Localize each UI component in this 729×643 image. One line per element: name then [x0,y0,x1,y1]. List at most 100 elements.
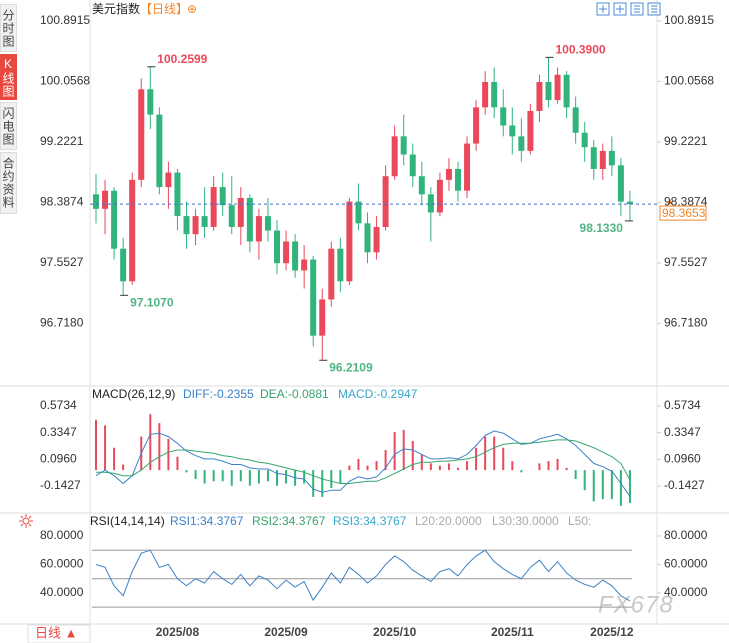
annotation-label: 100.3900 [556,43,606,57]
macd-bar [592,470,595,502]
y-tick-label: 60.0000 [40,557,84,571]
period-button[interactable] [27,624,91,643]
indicator-title: RSI(14,14,14) [90,514,165,528]
y-tick-label: -0.1427 [40,478,81,492]
candle-body [210,187,217,227]
candle-body [527,110,534,151]
candle-body [138,89,145,180]
candle-body [310,259,317,336]
candle-body [536,81,543,111]
macd-bar [574,470,577,480]
arrow-icon [667,200,673,204]
macd-bar [257,470,260,484]
macd-bar [475,447,478,471]
series-line [96,439,631,484]
y-tick-label: 99.2221 [664,134,708,148]
candle-body [391,136,398,177]
macd-bar [194,470,197,480]
tab[interactable]: 闪电图 [0,102,17,150]
candle-body [581,132,588,148]
last-price-box [659,205,707,221]
macd-bar [158,423,161,471]
y-tick-label: 40.0000 [40,585,84,599]
macd-bar [357,458,360,471]
tool-icon[interactable] [613,2,627,16]
y-tick-label: 0.3347 [40,425,77,439]
x-tick-label: 2025/08 [156,625,200,639]
candle-body [382,176,389,227]
candle-body [373,226,380,253]
legend-entry: DEA:-0.0881 [260,387,329,401]
candle-body [617,165,624,202]
candle-body [201,216,208,227]
macd-bar [375,461,378,471]
macd-bar [348,465,351,471]
legend-entry: MACD:-0.2947 [338,387,418,401]
tool-icon[interactable] [596,2,610,16]
candle-body [165,172,172,188]
candle-body [572,107,579,133]
candle-body [192,216,199,235]
y-tick-label: 96.7180 [664,316,708,330]
macd-bar [466,461,469,471]
candle-body [491,81,498,108]
header-icon[interactable]: ⊕ [187,2,197,16]
candle-body [319,299,326,336]
macd-bar [520,470,523,473]
macd-bar [402,429,405,471]
macd-bar [547,461,550,471]
candle-body [626,201,633,205]
macd-bar [429,463,432,471]
candle-body [346,201,353,282]
y-tick-label: 99.2221 [40,134,84,148]
tab[interactable]: 合约资料 [0,152,17,214]
tool-icon[interactable] [647,2,661,16]
toolbar[interactable] [596,2,661,16]
candle-body [328,248,335,300]
y-tick-label: 80.0000 [40,528,84,542]
macd-bar [248,470,251,486]
annotation-label: 100.2599 [157,52,207,66]
tool-icon[interactable] [630,2,644,16]
candle-body [264,216,271,231]
macd-bar [484,436,487,471]
legend-entry: RSI3:34.3767 [333,514,407,528]
macd-bar [266,470,269,482]
legend-entry: L20:20.0000 [415,514,482,528]
candle-body [364,223,371,253]
tab[interactable]: K线图 [0,54,17,100]
macd-bar [95,419,97,471]
candle-body [183,216,190,235]
annotation-label: 97.1070 [130,295,174,309]
header-period[interactable]: 【日线】 [140,2,188,16]
x-tick-label: 2025/10 [373,625,417,639]
candle-body [120,248,127,282]
y-tick-label: 40.0000 [664,585,708,599]
y-tick-label: 96.7180 [40,316,84,330]
footer-period[interactable]: 日线 ▲ [35,625,77,640]
x-tick-label: 2025/11 [491,625,534,639]
candle-body [283,241,290,264]
legend-entry: DIFF:-0.2355 [183,387,254,401]
y-tick-label: 100.8915 [40,13,90,27]
y-tick-label: 0.0960 [664,452,701,466]
y-tick-label: 60.0000 [664,557,708,571]
macd-bar [447,463,450,471]
macd-bar [628,470,631,504]
settings-icon[interactable] [19,514,33,528]
candle-body [473,107,480,144]
candle-body [255,216,262,242]
candle-body [129,179,136,282]
watermark: FX678 [598,591,674,618]
series-line [95,549,631,602]
macd-bar [303,470,306,484]
annotation-label: 96.2109 [329,360,373,374]
macd-bar [511,461,514,471]
macd-bar [438,465,441,471]
macd-bar [601,470,604,500]
tab[interactable]: 分时图 [0,4,17,52]
legend-entry: L50: [568,514,591,528]
candle-body [174,172,181,217]
candle-body [102,190,109,209]
